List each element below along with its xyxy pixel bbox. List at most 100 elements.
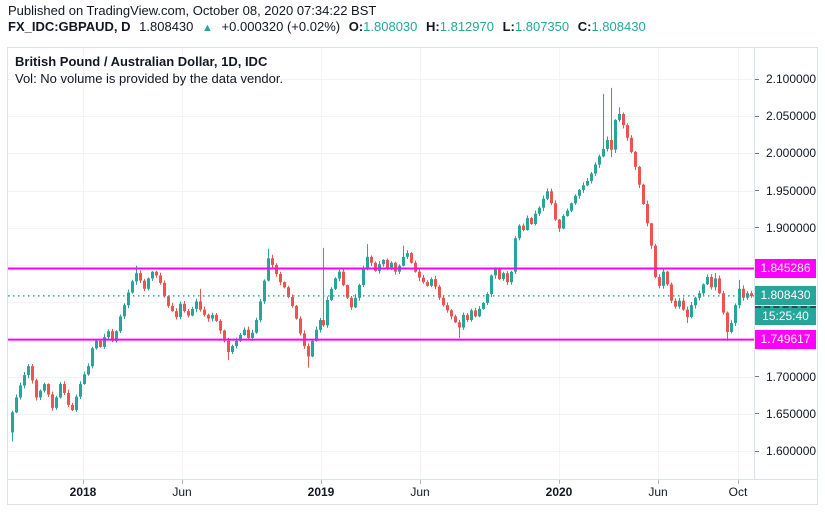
candle-body	[143, 280, 146, 289]
time-axis-label: Jun	[172, 485, 192, 499]
candle-body	[315, 329, 318, 341]
candle-body	[618, 113, 621, 120]
candle-body	[322, 320, 325, 326]
candle-body	[382, 259, 385, 265]
resistance-price-label[interactable]: 1.845286	[755, 258, 816, 278]
symbol-name: FX_IDC:GBPAUD, D	[8, 19, 131, 34]
candle-body	[482, 302, 485, 309]
time-axis-label: Jun	[410, 485, 430, 499]
candle-body	[211, 314, 214, 319]
candle-body	[654, 245, 657, 277]
candle-body	[714, 278, 717, 288]
close-value: 1.808430	[591, 19, 646, 34]
candle-body	[199, 301, 202, 310]
price-axis-tick	[755, 413, 759, 415]
current-price-label[interactable]: 1.808430	[755, 285, 816, 305]
candle-body	[103, 337, 106, 347]
candle-body	[478, 308, 481, 317]
candle-body	[183, 303, 186, 312]
candle-body	[191, 308, 194, 316]
candle-body	[11, 412, 14, 433]
candle-body	[135, 273, 138, 282]
candle-body	[207, 314, 210, 319]
candle-body	[634, 151, 637, 167]
candle-body	[215, 314, 218, 321]
candle-body	[614, 119, 617, 150]
candle-body	[147, 278, 150, 289]
candle-body	[79, 384, 82, 397]
candle-body	[119, 316, 122, 332]
candle-body	[642, 184, 645, 204]
candle-body	[582, 185, 585, 190]
candle-body	[330, 288, 333, 300]
candle-body	[299, 318, 302, 334]
open-label: O:	[348, 19, 364, 34]
candle-body	[163, 282, 166, 297]
candle-body	[410, 253, 413, 263]
candle-body	[470, 310, 473, 321]
candle-body	[734, 305, 737, 324]
candle-body	[462, 314, 465, 328]
candle-body	[434, 279, 437, 287]
candle-body	[606, 140, 609, 149]
price-axis-tick	[755, 227, 759, 229]
time-axis-tick	[420, 480, 421, 484]
candle-body	[307, 346, 310, 357]
candle-body	[610, 140, 613, 150]
candle-body	[279, 273, 282, 283]
candle-body	[674, 300, 677, 307]
candle-body	[630, 137, 633, 152]
candle-body	[31, 366, 34, 381]
candle-body	[91, 348, 94, 367]
candle-body	[542, 198, 545, 208]
candle-body	[678, 300, 681, 307]
candle-body	[590, 173, 593, 181]
candle-body	[326, 299, 329, 326]
candle-body	[702, 284, 705, 294]
candle-body	[426, 282, 429, 286]
candle-body	[466, 314, 469, 321]
candle-body	[167, 296, 170, 306]
candle-body	[151, 271, 154, 279]
candle-body	[95, 340, 98, 349]
price-axis-label: 2.100000	[766, 72, 817, 86]
candle-body	[686, 309, 689, 318]
candle-body	[342, 271, 345, 286]
price-axis[interactable]: 2.100000 2.050000 2.000000 1.950000 1.900000…	[754, 48, 817, 479]
candle-body	[546, 191, 549, 199]
price-axis-tick	[755, 376, 759, 378]
candle-body	[402, 256, 405, 266]
high-value: 1.812970	[439, 19, 494, 34]
candle-body	[366, 256, 369, 268]
candle-body	[15, 397, 18, 413]
time-axis-label: 2020	[545, 485, 573, 499]
candle-body	[694, 297, 697, 306]
candle-body	[538, 207, 541, 214]
candle-body	[602, 148, 605, 157]
candle-body	[570, 203, 573, 211]
chart-title: British Pound / Australian Dollar, 1D, I…	[15, 54, 268, 69]
price-axis-tick	[755, 78, 759, 80]
candle-body	[566, 210, 569, 216]
candle-body	[594, 164, 597, 174]
candle-body	[586, 180, 589, 186]
candle-body	[738, 288, 741, 306]
candle-body	[171, 305, 174, 312]
candle-body	[179, 303, 182, 318]
candle-body	[514, 238, 517, 272]
candle-body	[27, 366, 30, 376]
candle-body	[662, 271, 665, 286]
candle-body	[123, 305, 126, 317]
price-axis-label: 1.950000	[766, 183, 817, 198]
time-axis-tick	[559, 480, 560, 484]
time-axis[interactable]: 2018 Jun 2019 Jun 2020 Jun Oct	[8, 479, 817, 505]
time-axis-tick	[182, 480, 183, 484]
candle-body	[99, 340, 102, 347]
candles-svg[interactable]	[8, 48, 754, 479]
support-price-label[interactable]: 1.749617	[755, 329, 816, 349]
candle-body	[231, 346, 234, 353]
candle-body	[255, 320, 258, 333]
candle-body	[358, 285, 361, 298]
candle-body	[195, 301, 198, 309]
candle-body	[422, 277, 425, 283]
